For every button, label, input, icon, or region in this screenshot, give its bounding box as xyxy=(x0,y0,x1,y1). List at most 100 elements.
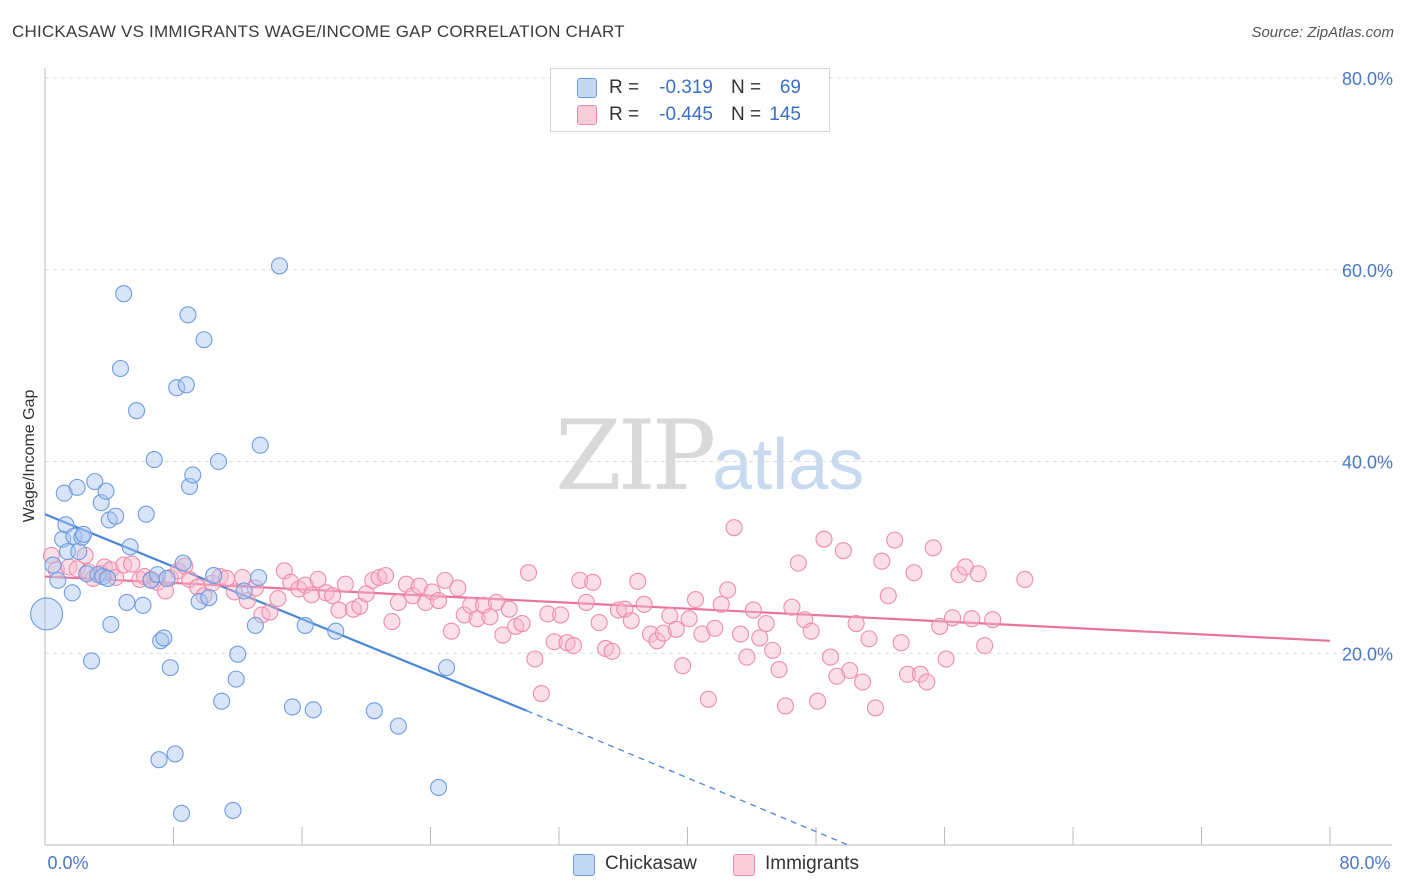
immigrants-point xyxy=(376,567,395,585)
legend-n-value: 145 xyxy=(769,104,801,125)
chickasaw-point xyxy=(166,745,184,763)
chickasaw-point xyxy=(235,582,253,600)
immigrants-point xyxy=(261,603,279,621)
immigrants-point xyxy=(706,619,724,637)
chickasaw-point xyxy=(184,466,202,484)
chickasaw-point xyxy=(30,597,64,631)
y-tick-label: 80.0% xyxy=(1342,69,1393,89)
legend-r-value: -0.445 xyxy=(659,104,713,125)
chickasaw-point xyxy=(327,622,345,640)
immigrants-point xyxy=(892,634,910,652)
chickasaw-point xyxy=(304,701,322,719)
immigrants-point xyxy=(238,591,256,610)
immigrants-point xyxy=(809,692,827,710)
chickasaw-point xyxy=(97,482,115,500)
source-label: Source: ZipAtlas.com xyxy=(1251,24,1394,41)
immigrants-point xyxy=(635,595,653,613)
immigrants-point xyxy=(609,601,627,619)
immigrants-point xyxy=(841,661,859,680)
watermark-zip: ZIP xyxy=(555,400,716,512)
immigrants-point xyxy=(526,650,544,668)
immigrants-point xyxy=(866,699,884,717)
immigrants-point xyxy=(68,560,86,578)
legend-row-chickasaw: R = -0.319 N = 69 xyxy=(551,75,829,101)
chickasaw-point xyxy=(70,543,88,561)
immigrants-point xyxy=(731,625,750,643)
legend-n-value: 69 xyxy=(779,77,801,98)
immigrants-point xyxy=(686,591,705,609)
legend-swatch-chickasaw xyxy=(577,78,597,98)
chickasaw-point xyxy=(99,569,117,588)
chickasaw-point xyxy=(137,505,155,523)
immigrants-point xyxy=(719,581,737,599)
immigrants-point xyxy=(47,561,65,579)
immigrants-point xyxy=(667,620,685,638)
chickasaw-point xyxy=(161,659,179,677)
y-tick-label: 60.0% xyxy=(1342,261,1393,281)
immigrants-point xyxy=(937,650,955,668)
immigrants-point xyxy=(744,601,762,619)
immigrants-point xyxy=(564,637,583,655)
immigrants-point xyxy=(886,531,904,549)
chickasaw-point xyxy=(148,566,166,584)
chickasaw-point xyxy=(73,528,91,546)
chickasaw-point xyxy=(158,569,176,588)
legend-row-immigrants: R = -0.445 N = 145 xyxy=(551,102,829,128)
chickasaw-point xyxy=(209,452,228,471)
immigrants-point xyxy=(918,673,936,691)
chickasaw-point xyxy=(205,567,223,585)
immigrants-point xyxy=(847,614,865,633)
immigrants-point xyxy=(123,555,141,573)
immigrants-point xyxy=(969,565,987,583)
chickasaw-point xyxy=(68,478,86,496)
series-legend: Chickasaw Immigrants xyxy=(0,852,1406,878)
chickasaw-point xyxy=(134,596,152,614)
immigrants-point xyxy=(802,622,820,640)
zipatlas-watermark: ZIPatlas xyxy=(555,400,864,512)
watermark-atlas: atlas xyxy=(712,425,865,505)
immigrants-point xyxy=(323,587,342,605)
immigrants-point xyxy=(642,625,660,643)
legend-swatch-chickasaw xyxy=(573,854,595,876)
immigrants-point xyxy=(429,591,448,610)
immigrants-point xyxy=(770,660,788,679)
immigrants-point xyxy=(712,595,730,613)
y-axis-title: Wage/Income Gap xyxy=(21,390,38,523)
chickasaw-point xyxy=(44,556,62,574)
immigrants-point xyxy=(603,642,621,660)
immigrants-point xyxy=(383,613,401,631)
chickasaw-point xyxy=(115,285,133,303)
chickasaw-point xyxy=(152,632,170,650)
immigrants-point xyxy=(674,657,692,675)
chickasaw-point xyxy=(150,751,168,769)
chickasaw-point xyxy=(102,615,120,634)
chickasaw-point xyxy=(227,670,245,688)
chickasaw-point xyxy=(63,584,81,602)
legend-r-label: R = xyxy=(609,104,640,125)
immigrants-point xyxy=(725,519,743,537)
chickasaw-point xyxy=(246,616,264,634)
immigrants-point xyxy=(269,590,287,608)
chickasaw-point xyxy=(177,376,195,394)
y-tick-label: 20.0% xyxy=(1342,644,1393,664)
chickasaw-point xyxy=(270,257,289,275)
immigrants-point xyxy=(789,554,807,572)
chickasaw-point xyxy=(75,525,93,543)
immigrants-point xyxy=(330,601,348,619)
immigrants-point xyxy=(899,665,917,683)
immigrants-point xyxy=(654,624,672,642)
immigrants-point xyxy=(513,614,531,633)
x-tick-label: 0.0% xyxy=(47,853,88,873)
immigrants-point xyxy=(963,610,981,628)
immigrants-point xyxy=(834,542,852,560)
chickasaw-point xyxy=(168,379,186,397)
immigrants-point xyxy=(622,612,640,630)
immigrants-point xyxy=(436,571,454,589)
immigrants-point xyxy=(815,530,833,548)
immigrants-point xyxy=(176,557,194,575)
immigrants-point xyxy=(519,564,538,582)
immigrants-point xyxy=(309,570,327,588)
legend-r-label: R = xyxy=(609,77,640,98)
chickasaw-trend-extension xyxy=(526,710,849,846)
immigrants-point xyxy=(984,611,1002,629)
